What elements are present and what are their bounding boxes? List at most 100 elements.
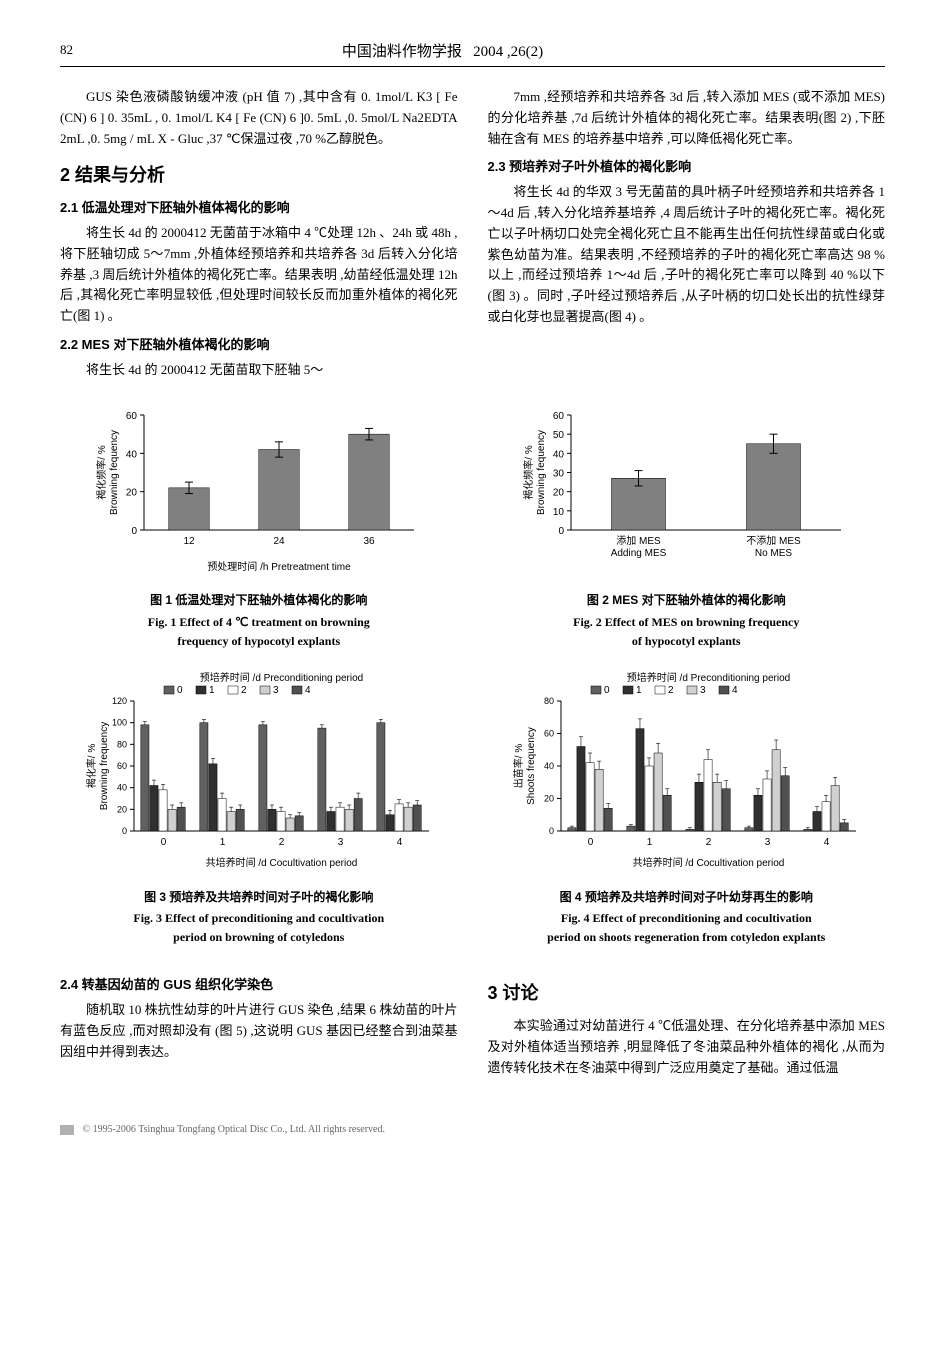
- footer-text: © 1995-2006 Tsinghua Tongfang Optical Di…: [83, 1124, 385, 1135]
- svg-text:0: 0: [604, 685, 610, 696]
- svg-text:0: 0: [559, 526, 565, 537]
- para-2-4: 随机取 10 株抗性幼芽的叶片进行 GUS 染色 ,结果 6 株幼苗的叶片有蓝色…: [60, 1000, 458, 1062]
- svg-text:褐化频率/ %: 褐化频率/ %: [522, 445, 535, 500]
- fig3-caption-en2: period on browning of cotyledons: [60, 928, 458, 947]
- figure-4: 预培养时间 /d Preconditioning period012340204…: [488, 671, 886, 947]
- svg-text:2: 2: [706, 837, 712, 848]
- section-2-4-heading: 2.4 转基因幼苗的 GUS 组织化学染色: [60, 975, 458, 996]
- fig2-caption-cn: 图 2 MES 对下胚轴外植体的褐化影响: [488, 591, 886, 610]
- svg-text:1: 1: [647, 837, 653, 848]
- page-number: 82: [60, 40, 120, 64]
- section-2-2-heading: 2.2 MES 对下胚轴外植体褐化的影响: [60, 335, 458, 356]
- fig4-caption-cn: 图 4 预培养及共培养时间对子叶幼芽再生的影响: [488, 888, 886, 907]
- svg-text:40: 40: [126, 449, 138, 460]
- svg-text:Browning fequency: Browning fequency: [109, 430, 120, 515]
- section-2-heading: 2 结果与分析: [60, 161, 458, 190]
- svg-text:0: 0: [131, 526, 137, 537]
- fig4-caption-en2: period on shoots regeneration from cotyl…: [488, 928, 886, 947]
- figure-2: 0 10 20 30 40 50 60 添加 MESAdding MES 不添加 MESNo M…: [488, 405, 886, 651]
- svg-text:36: 36: [363, 536, 375, 547]
- section-2-1-heading: 2.1 低温处理对下胚轴外植体褐化的影响: [60, 198, 458, 219]
- fig1-caption-en2: frequency of hypocotyl explants: [60, 632, 458, 651]
- svg-text:3: 3: [337, 837, 343, 848]
- svg-text:30: 30: [553, 468, 565, 479]
- para-2-2: 将生长 4d 的 2000412 无菌苗取下胚轴 5～: [60, 360, 458, 381]
- section-2-3-heading: 2.3 预培养对子叶外植体的褐化影响: [488, 157, 886, 178]
- text-columns-top: GUS 染色液磷酸钠缓冲液 (pH 值 7) ,其中含有 0. 1mol/L K…: [60, 87, 885, 385]
- svg-text:4: 4: [824, 837, 830, 848]
- svg-text:添加 MES: 添加 MES: [617, 534, 662, 547]
- svg-text:出苗率/ %: 出苗率/ %: [512, 744, 525, 789]
- svg-text:预培养时间 /d Preconditioning perio: 预培养时间 /d Preconditioning period: [627, 671, 790, 684]
- svg-text:2: 2: [278, 837, 284, 848]
- right-column: 7mm ,经预培养和共培养各 3d 后 ,转入添加 MES (或不添加 MES)…: [488, 87, 886, 385]
- svg-text:Browning frequency: Browning frequency: [99, 722, 110, 810]
- svg-text:40: 40: [553, 449, 565, 460]
- svg-text:60: 60: [544, 728, 554, 738]
- fig2-caption-en1: Fig. 2 Effect of MES on browning frequen…: [488, 613, 886, 632]
- figs-row-3-4: 预培养时间 /d Preconditioning period012340204…: [60, 671, 885, 947]
- svg-text:100: 100: [112, 718, 127, 728]
- svg-text:4: 4: [732, 685, 738, 696]
- svg-text:3: 3: [700, 685, 706, 696]
- svg-text:60: 60: [117, 761, 127, 771]
- figs-row-1-2: 0204060122436褐化频率/ %Browning fequency预处理…: [60, 405, 885, 651]
- fig3-caption-cn: 图 3 预培养及共培养时间对子叶的褐化影响: [60, 888, 458, 907]
- figure-3: 预培养时间 /d Preconditioning period012340204…: [60, 671, 458, 947]
- svg-text:不添加 MES: 不添加 MES: [747, 534, 802, 547]
- svg-text:12: 12: [183, 536, 195, 547]
- left-column-bottom: 2.4 转基因幼苗的 GUS 组织化学染色 随机取 10 株抗性幼芽的叶片进行 …: [60, 967, 458, 1082]
- svg-text:60: 60: [553, 411, 565, 422]
- svg-text:4: 4: [396, 837, 402, 848]
- svg-text:0: 0: [177, 685, 183, 696]
- fig1-caption-en1: Fig. 1 Effect of 4 ℃ treatment on browni…: [60, 613, 458, 632]
- svg-text:2: 2: [241, 685, 247, 696]
- para-gus: GUS 染色液磷酸钠缓冲液 (pH 值 7) ,其中含有 0. 1mol/L K…: [60, 87, 458, 149]
- left-column: GUS 染色液磷酸钠缓冲液 (pH 值 7) ,其中含有 0. 1mol/L K…: [60, 87, 458, 385]
- svg-text:Browning fequency: Browning fequency: [536, 430, 547, 515]
- svg-text:0: 0: [588, 837, 594, 848]
- figure-1: 0 20 40 60 12 24 36 褐化频率/ %Browning fequency 预处理…: [60, 405, 458, 651]
- svg-text:1: 1: [209, 685, 215, 696]
- svg-text:2: 2: [668, 685, 674, 696]
- svg-text:No MES: No MES: [755, 548, 793, 559]
- svg-text:预处理时间 /h Pretreatment time: 预处理时间 /h Pretreatment time: [207, 560, 351, 573]
- svg-text:0: 0: [160, 837, 166, 848]
- para-2-1: 将生长 4d 的 2000412 无菌苗于冰箱中 4 ℃处理 12h 、24h …: [60, 223, 458, 327]
- page-header: 82 中国油料作物学报 2004 ,26(2): [60, 40, 885, 67]
- svg-text:20: 20: [553, 487, 565, 498]
- para-7mm: 7mm ,经预培养和共培养各 3d 后 ,转入添加 MES (或不添加 MES)…: [488, 87, 886, 149]
- svg-text:共培养时间 /d Cocultivation period: 共培养时间 /d Cocultivation period: [205, 856, 357, 869]
- svg-text:预培养时间 /d Preconditioning perio: 预培养时间 /d Preconditioning period: [200, 671, 363, 684]
- fig1-caption-cn: 图 1 低温处理对下胚轴外植体褐化的影响: [60, 591, 458, 610]
- svg-text:1: 1: [636, 685, 642, 696]
- svg-text:40: 40: [544, 761, 554, 771]
- section-3-heading: 3 讨论: [488, 979, 886, 1008]
- svg-text:20: 20: [544, 793, 554, 803]
- svg-text:20: 20: [117, 804, 127, 814]
- footer-icon: [60, 1125, 74, 1135]
- right-column-bottom: 3 讨论 本实验通过对幼苗进行 4 ℃低温处理、在分化培养基中添加 MES 及对…: [488, 967, 886, 1082]
- svg-text:1: 1: [219, 837, 225, 848]
- svg-text:褐化频率/ %: 褐化频率/ %: [95, 445, 108, 500]
- svg-text:50: 50: [553, 430, 565, 441]
- svg-text:120: 120: [112, 696, 127, 706]
- svg-text:24: 24: [273, 536, 285, 547]
- svg-text:60: 60: [126, 411, 138, 422]
- text-columns-bottom: 2.4 转基因幼苗的 GUS 组织化学染色 随机取 10 株抗性幼芽的叶片进行 …: [60, 967, 885, 1082]
- svg-text:3: 3: [273, 685, 279, 696]
- svg-text:褐化率/ %: 褐化率/ %: [85, 744, 98, 789]
- svg-text:0: 0: [122, 826, 127, 836]
- svg-text:4: 4: [305, 685, 311, 696]
- svg-text:20: 20: [126, 487, 138, 498]
- para-2-3: 将生长 4d 的华双 3 号无菌苗的具叶柄子叶经预培养和共培养各 1～4d 后 …: [488, 182, 886, 328]
- footer: © 1995-2006 Tsinghua Tongfang Optical Di…: [60, 1122, 885, 1138]
- fig2-caption-en2: of hypocotyl explants: [488, 632, 886, 651]
- svg-text:Adding MES: Adding MES: [611, 548, 667, 559]
- svg-text:3: 3: [765, 837, 771, 848]
- svg-text:共培养时间 /d Cocultivation period: 共培养时间 /d Cocultivation period: [633, 856, 785, 869]
- svg-text:0: 0: [549, 826, 554, 836]
- svg-text:80: 80: [117, 739, 127, 749]
- journal-title: 中国油料作物学报 2004 ,26(2): [120, 40, 765, 64]
- svg-text:10: 10: [553, 506, 565, 517]
